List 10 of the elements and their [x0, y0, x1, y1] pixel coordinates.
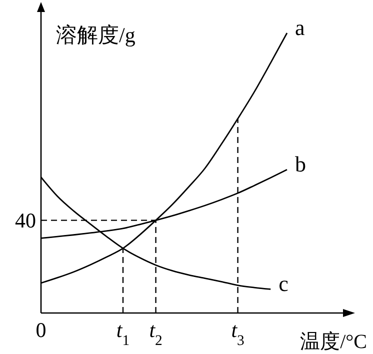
- series-label: a: [295, 15, 305, 40]
- text: 40: [15, 208, 36, 232]
- x-tick-label: 0: [36, 318, 46, 342]
- x-tick-label: t$_{1}$: [116, 318, 130, 349]
- x-tick-label: t$_{2}$: [149, 318, 162, 349]
- x-axis-title: 温度/°C: [300, 331, 367, 353]
- x-tick-label: t$_{3}$: [231, 318, 244, 349]
- series-label: b: [295, 152, 306, 177]
- series-label: c: [278, 271, 289, 296]
- y-axis-title: 溶解度/g: [56, 23, 136, 47]
